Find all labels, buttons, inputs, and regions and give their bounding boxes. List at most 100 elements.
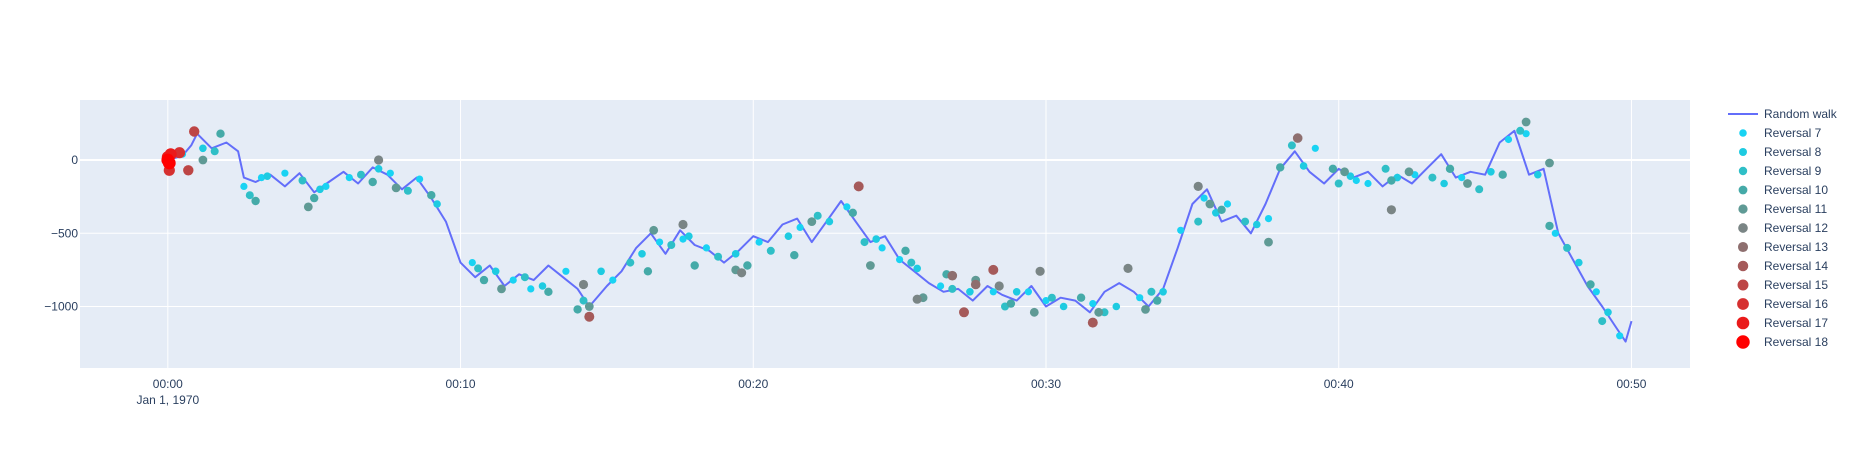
marker-reversal-7-4[interactable]: [416, 175, 424, 183]
legend-item-reversal-16[interactable]: Reversal 16: [1737, 297, 1828, 311]
marker-reversal-10-1[interactable]: [251, 196, 260, 206]
marker-reversal-9-21[interactable]: [1241, 217, 1250, 226]
marker-reversal-9-27[interactable]: [1516, 126, 1525, 135]
marker-reversal-7-6[interactable]: [509, 276, 517, 284]
marker-reversal-8-28[interactable]: [1575, 258, 1583, 267]
marker-reversal-8-22[interactable]: [1299, 162, 1308, 170]
marker-reversal-9-15[interactable]: [948, 284, 957, 293]
marker-reversal-13-2[interactable]: [1292, 133, 1303, 143]
marker-reversal-8-27[interactable]: [1534, 170, 1542, 179]
marker-reversal-9-14[interactable]: [907, 258, 916, 267]
marker-reversal-11-5[interactable]: [649, 225, 659, 235]
marker-reversal-12-6[interactable]: [1035, 266, 1045, 276]
legend-item-reversal-9[interactable]: Reversal 9: [1738, 164, 1822, 178]
marker-reversal-10-17[interactable]: [1153, 296, 1162, 305]
marker-reversal-14-2[interactable]: [959, 307, 969, 318]
marker-reversal-7-9[interactable]: [656, 238, 664, 246]
legend-item-reversal-17[interactable]: Reversal 17: [1736, 316, 1829, 330]
marker-reversal-8-21[interactable]: [1253, 220, 1261, 229]
marker-reversal-8-13[interactable]: [872, 235, 880, 243]
marker-reversal-11-2[interactable]: [391, 183, 401, 193]
marker-reversal-12-7[interactable]: [1123, 263, 1133, 273]
marker-reversal-11-0[interactable]: [198, 155, 208, 165]
marker-reversal-14-3[interactable]: [988, 264, 999, 275]
legend-item-reversal-18[interactable]: Reversal 18: [1736, 335, 1828, 349]
marker-reversal-9-12[interactable]: [813, 211, 822, 220]
legend-item-reversal-11[interactable]: Reversal 11: [1738, 202, 1827, 216]
marker-reversal-10-9[interactable]: [690, 261, 699, 270]
legend-item-reversal-12[interactable]: Reversal 12: [1738, 221, 1828, 235]
marker-reversal-7-2[interactable]: [281, 169, 289, 177]
marker-reversal-11-15[interactable]: [1264, 237, 1273, 247]
marker-reversal-7-40[interactable]: [1522, 130, 1530, 138]
marker-reversal-10-6[interactable]: [544, 287, 553, 296]
marker-reversal-8-23[interactable]: [1346, 172, 1355, 180]
marker-reversal-9-6[interactable]: [520, 273, 529, 282]
marker-reversal-11-12[interactable]: [1094, 307, 1104, 317]
marker-reversal-9-8[interactable]: [626, 258, 635, 267]
marker-reversal-7-22[interactable]: [1264, 215, 1273, 223]
marker-reversal-7-16[interactable]: [989, 288, 997, 296]
legend-item-reversal-14[interactable]: Reversal 14: [1737, 259, 1829, 273]
marker-reversal-8-19[interactable]: [1159, 288, 1167, 296]
marker-reversal-9-20[interactable]: [1194, 217, 1203, 226]
marker-reversal-9-4[interactable]: [403, 186, 412, 195]
marker-reversal-11-1[interactable]: [303, 202, 313, 212]
marker-reversal-8-7[interactable]: [597, 267, 605, 276]
marker-reversal-14-4[interactable]: [1087, 317, 1098, 328]
marker-reversal-7-28[interactable]: [1551, 229, 1559, 237]
marker-reversal-8-9[interactable]: [685, 232, 693, 240]
marker-reversal-9-29[interactable]: [1598, 317, 1607, 326]
marker-reversal-7-18[interactable]: [1089, 300, 1097, 308]
legend-item-reversal-10[interactable]: Reversal 10: [1738, 183, 1829, 197]
marker-reversal-9-13[interactable]: [860, 238, 869, 247]
marker-reversal-9-26[interactable]: [1475, 185, 1484, 194]
marker-reversal-12-4[interactable]: [912, 294, 922, 304]
marker-reversal-10-21[interactable]: [1387, 176, 1396, 185]
marker-reversal-7-7[interactable]: [562, 267, 570, 275]
marker-reversal-16-0[interactable]: [173, 147, 186, 159]
marker-reversal-9-23[interactable]: [1334, 179, 1343, 188]
marker-reversal-8-6[interactable]: [538, 282, 547, 290]
marker-reversal-8-1[interactable]: [263, 172, 272, 180]
marker-reversal-10-4[interactable]: [427, 191, 436, 200]
marker-reversal-7-24[interactable]: [1364, 179, 1372, 188]
marker-reversal-7-15[interactable]: [937, 282, 945, 290]
marker-reversal-7-33[interactable]: [386, 169, 394, 177]
marker-reversal-9-5[interactable]: [474, 264, 483, 273]
marker-reversal-10-22[interactable]: [1445, 164, 1455, 173]
marker-reversal-9-0[interactable]: [210, 147, 219, 156]
marker-reversal-10-5[interactable]: [479, 275, 489, 285]
marker-reversal-7-26[interactable]: [1458, 174, 1466, 182]
marker-reversal-7-31[interactable]: [257, 174, 266, 182]
marker-reversal-10-2[interactable]: [310, 193, 319, 203]
marker-reversal-9-24[interactable]: [1381, 164, 1390, 173]
marker-reversal-10-10[interactable]: [743, 261, 752, 270]
marker-reversal-7-1[interactable]: [240, 182, 248, 190]
marker-reversal-7-39[interactable]: [1352, 176, 1360, 185]
marker-reversal-11-20[interactable]: [1545, 158, 1554, 168]
marker-reversal-13-0[interactable]: [947, 270, 958, 281]
marker-reversal-9-9[interactable]: [667, 241, 676, 249]
marker-reversal-7-12[interactable]: [796, 223, 804, 231]
legend-item-reversal-7[interactable]: Reversal 7: [1739, 126, 1822, 140]
marker-reversal-9-19[interactable]: [1147, 287, 1156, 296]
marker-reversal-10-0[interactable]: [216, 129, 225, 138]
marker-reversal-9-7[interactable]: [579, 296, 588, 305]
marker-reversal-9-17[interactable]: [1047, 293, 1056, 302]
marker-reversal-10-13[interactable]: [901, 246, 910, 255]
marker-reversal-9-28[interactable]: [1563, 243, 1572, 252]
marker-reversal-8-29[interactable]: [1604, 308, 1612, 317]
marker-reversal-8-25[interactable]: [1440, 179, 1448, 188]
marker-reversal-7-8[interactable]: [609, 276, 617, 284]
marker-reversal-7-5[interactable]: [468, 259, 476, 267]
marker-reversal-11-17[interactable]: [1404, 167, 1414, 177]
marker-reversal-10-3[interactable]: [368, 177, 377, 187]
marker-reversal-7-11[interactable]: [755, 238, 763, 246]
marker-reversal-10-12[interactable]: [848, 208, 857, 217]
marker-reversal-11-11[interactable]: [1029, 307, 1039, 317]
marker-reversal-7-14[interactable]: [896, 256, 904, 264]
marker-reversal-9-2[interactable]: [298, 176, 307, 185]
marker-reversal-8-3[interactable]: [374, 165, 383, 173]
marker-reversal-9-1[interactable]: [245, 191, 254, 200]
